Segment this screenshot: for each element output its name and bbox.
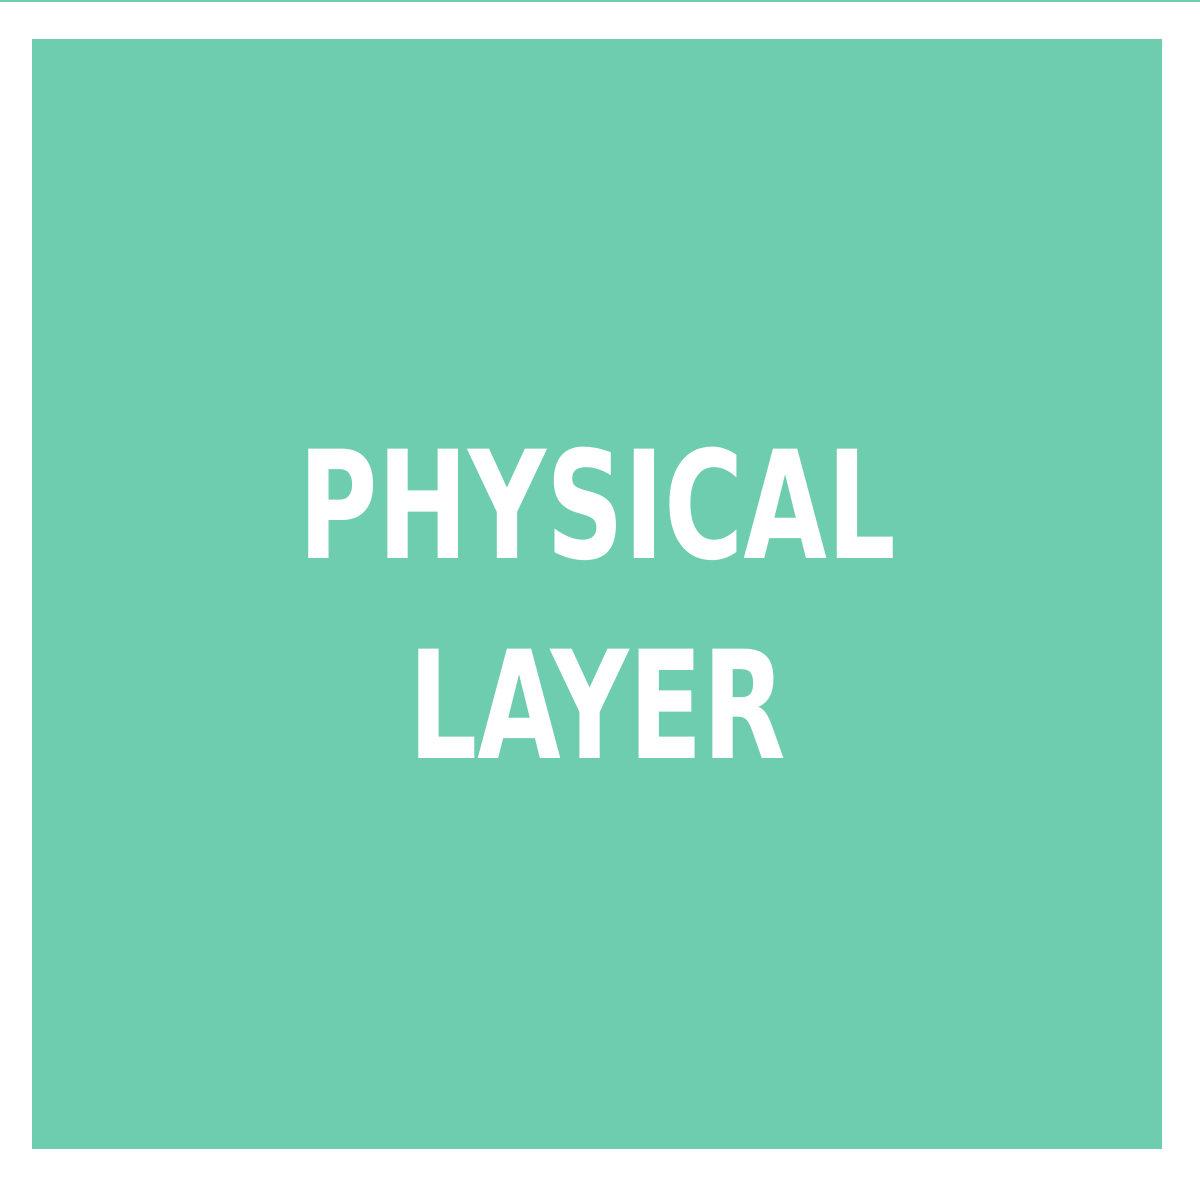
top-divider [0,0,1200,2]
tile-title-line-1: PHYSICAL [298,420,896,594]
tile-title: PHYSICAL LAYER [190,407,1004,807]
tile-title-line-2: LAYER [408,620,786,794]
title-tile: PHYSICAL LAYER [32,39,1162,1149]
